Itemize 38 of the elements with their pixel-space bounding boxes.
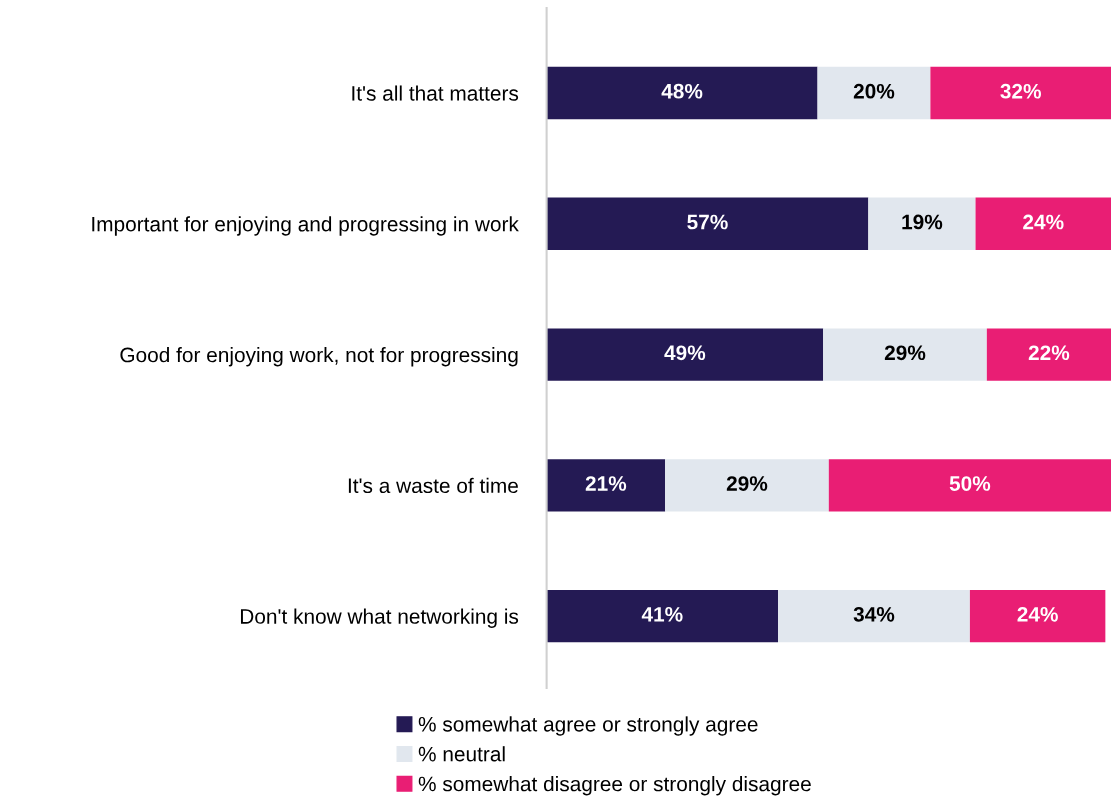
data-label: 29% — [884, 345, 926, 361]
data-label: 22% — [1028, 345, 1070, 361]
data-label: 50% — [949, 476, 991, 491]
data-label: 57% — [687, 214, 728, 230]
data-label: 29% — [726, 476, 768, 491]
bar — [546, 328, 824, 381]
y-tick-label: Important for enjoying and progressing in work — [92, 216, 519, 236]
bar — [868, 197, 976, 250]
y-tick-label: It's a waste of time — [348, 477, 518, 494]
bar — [546, 589, 779, 643]
data-label: 49% — [664, 345, 706, 361]
bar — [828, 459, 1111, 512]
bar — [665, 459, 829, 512]
data-label: 24% — [1017, 606, 1058, 622]
legend-label: % somewhat disagree or strongly disagree — [418, 776, 811, 796]
bar — [986, 328, 1111, 381]
bar — [823, 328, 987, 381]
data-label: 21% — [585, 476, 627, 491]
bar — [546, 459, 666, 512]
bar — [969, 589, 1106, 643]
data-label: 48% — [661, 83, 703, 99]
data-label: 32% — [1000, 83, 1041, 99]
legend-label: % somewhat agree or strongly agree — [418, 716, 758, 736]
y-tick-label: Good for enjoying work, not for progressing — [120, 346, 518, 367]
bar — [546, 197, 869, 250]
legend-label: % neutral — [418, 746, 505, 762]
data-label: 24% — [1023, 214, 1064, 230]
bar — [975, 197, 1111, 250]
y-tick-label: Don't know what networking is — [240, 608, 519, 628]
y-tick-label: It's all that matters — [352, 85, 519, 101]
data-label: 41% — [641, 606, 683, 622]
bar — [817, 66, 931, 120]
bar — [546, 66, 818, 120]
data-label: 34% — [853, 606, 895, 622]
data-label: 19% — [902, 214, 943, 230]
data-label: 20% — [853, 83, 895, 99]
bar — [778, 589, 970, 643]
bar — [930, 66, 1111, 120]
